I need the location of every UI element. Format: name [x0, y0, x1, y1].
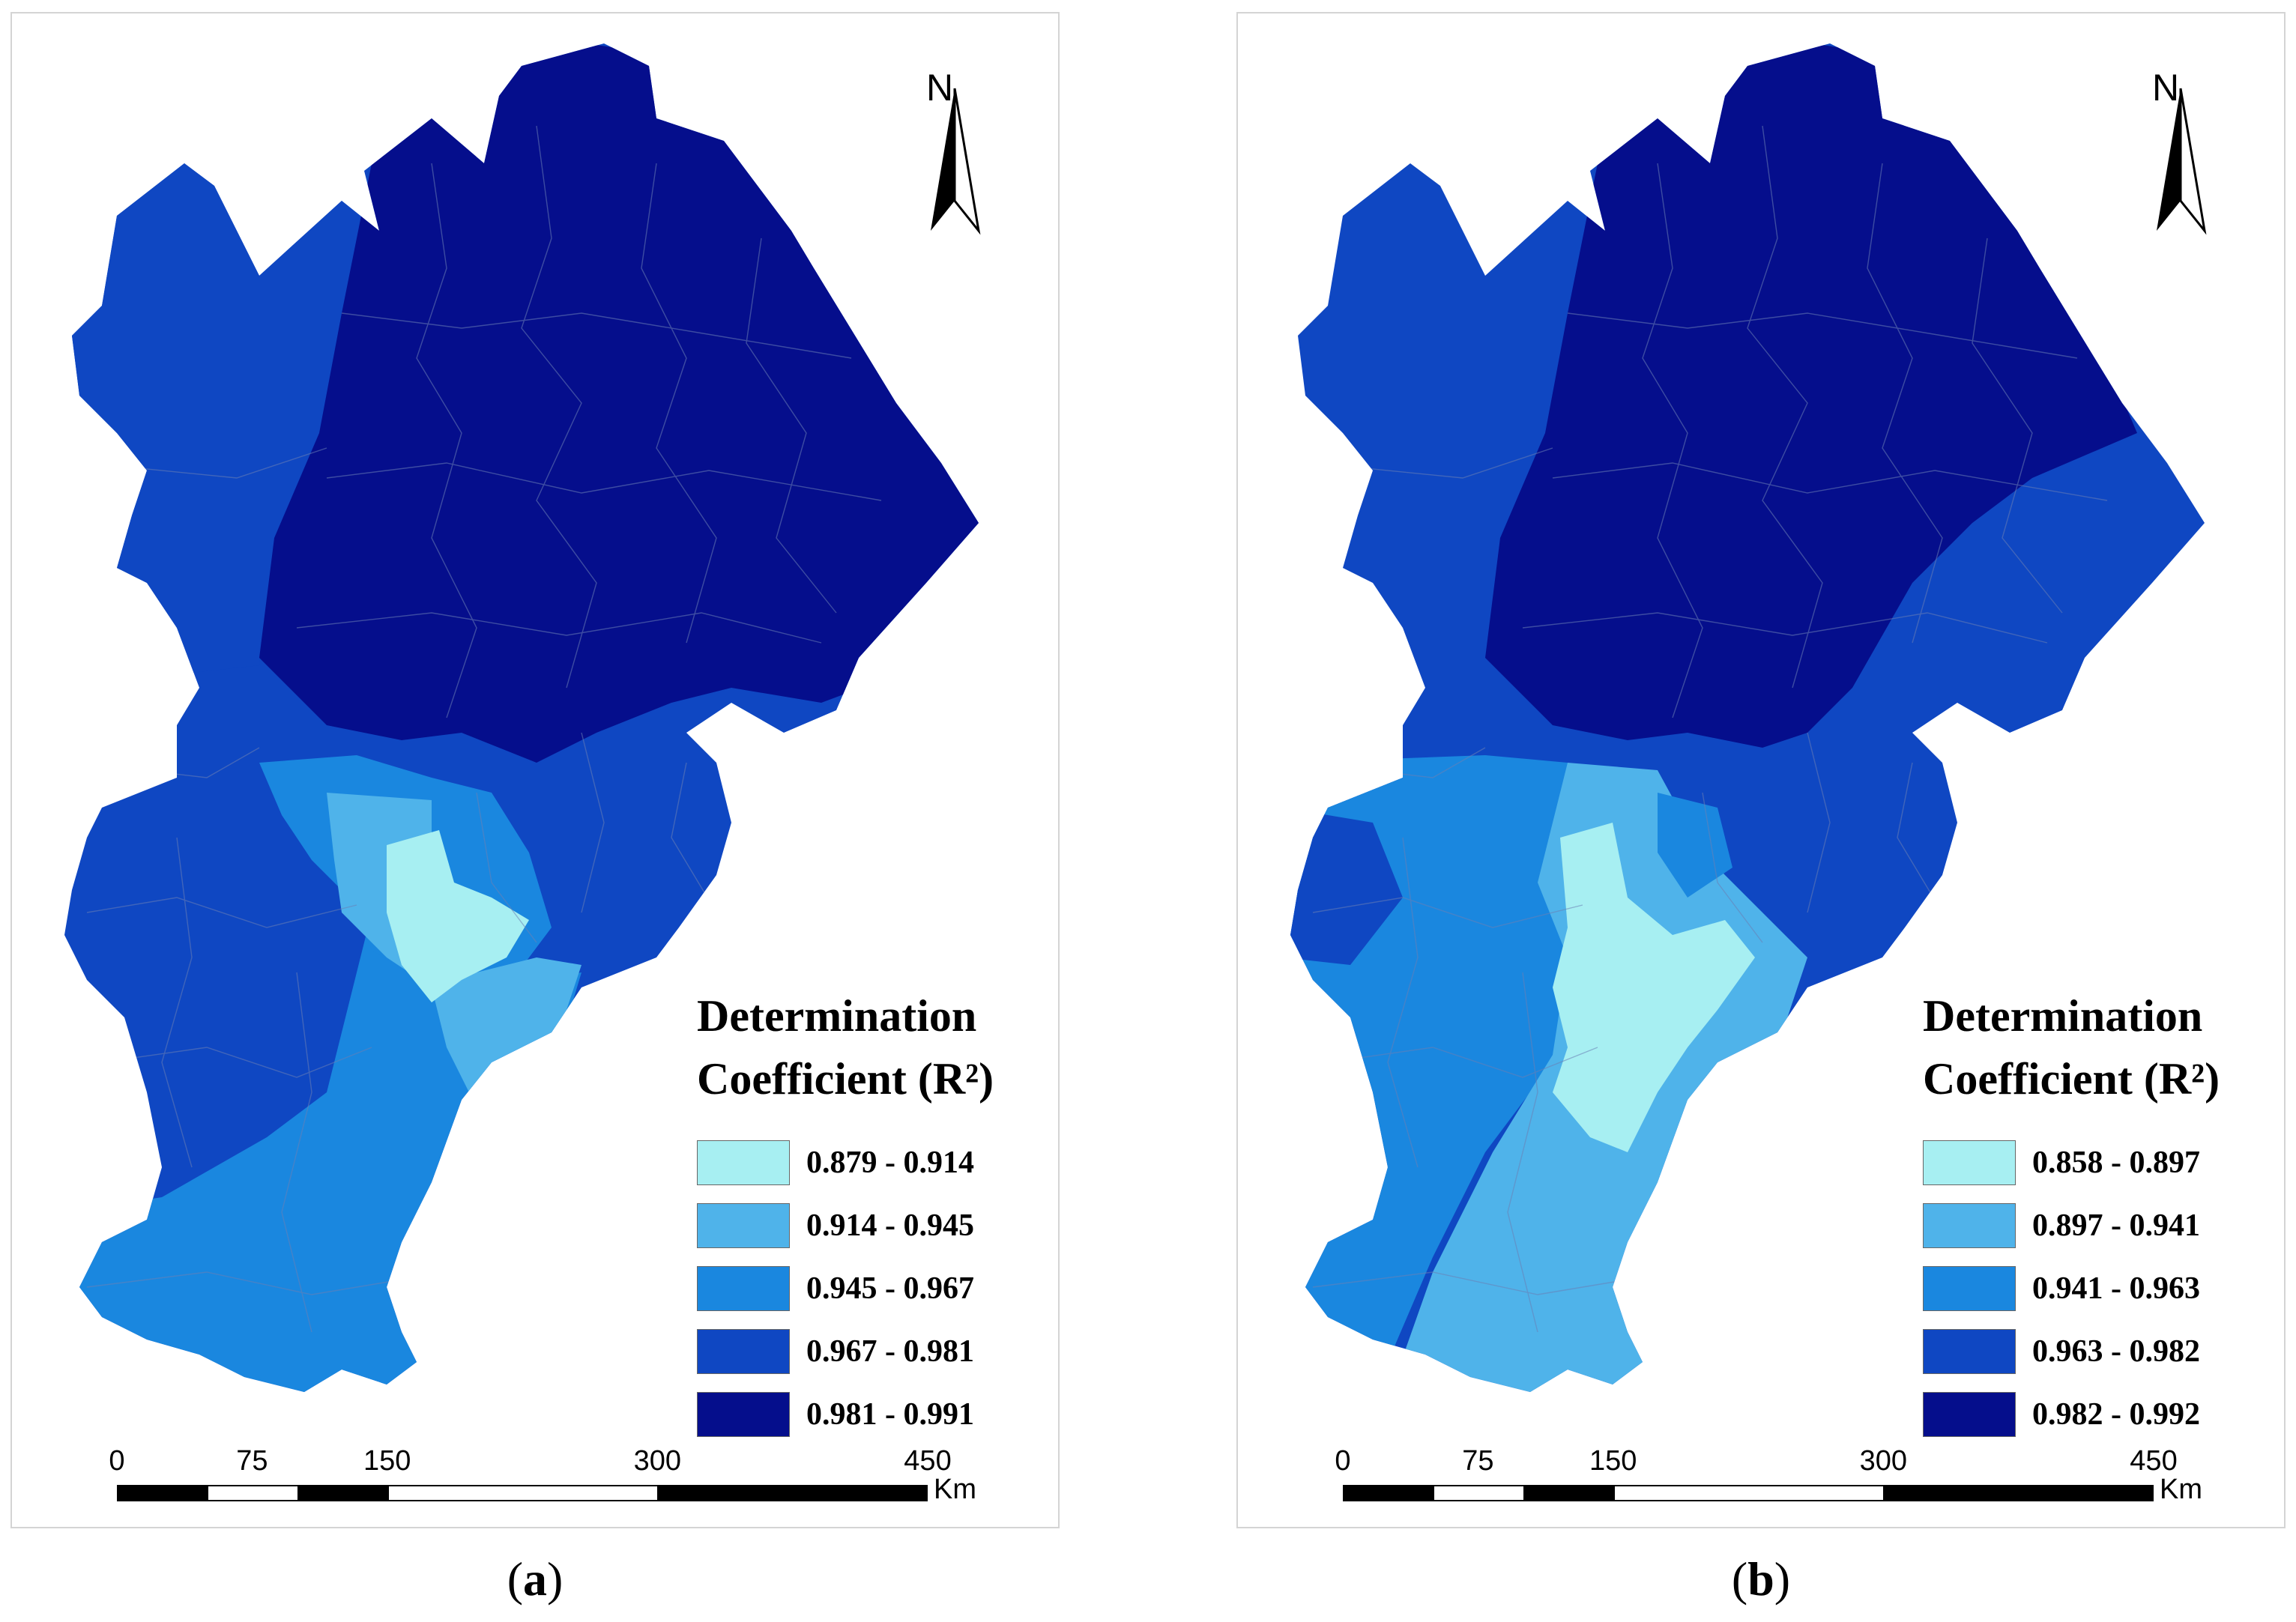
- legend-swatch: [1923, 1392, 2016, 1437]
- scale-tick-label: 150: [1589, 1445, 1637, 1477]
- scale-bar-segment: [118, 1486, 208, 1500]
- map-panel-a: N Determination Coefficient (R²) 0.879 -…: [10, 12, 1060, 1528]
- legend-swatch: [1923, 1140, 2016, 1185]
- region-fill: [1485, 43, 2137, 748]
- scale-bar-segment: [1344, 1486, 1434, 1500]
- scale-bar-segment: [208, 1486, 298, 1500]
- legend-swatch: [697, 1203, 790, 1248]
- scale-unit-label: Km: [934, 1474, 976, 1505]
- scale-tick-label: 300: [1859, 1445, 1908, 1477]
- legend-label: 0.945 - 0.967: [806, 1271, 974, 1306]
- scale-tick-label: 450: [904, 1445, 952, 1477]
- region-fill: [1553, 823, 1755, 1152]
- legend-title-line1: Determination: [697, 991, 977, 1041]
- legend-title-line2: Coefficient (R²): [697, 1054, 994, 1104]
- scale-tick-label: 300: [633, 1445, 682, 1477]
- caption-a: (a): [507, 1552, 564, 1606]
- scale-bar-segment: [657, 1486, 926, 1500]
- north-label: N: [2152, 67, 2180, 109]
- scale-bar-segment: [1883, 1486, 2152, 1500]
- region-fill: [1658, 793, 1732, 898]
- scale-unit-label: Km: [2160, 1474, 2202, 1505]
- scale-bar-segment: [1614, 1486, 1884, 1500]
- scale-bar-segment: [1434, 1486, 1524, 1500]
- legend-title-line2: Coefficient (R²): [1923, 1054, 2220, 1104]
- caption-b: (b): [1731, 1552, 1791, 1606]
- scale-bar-segment: [297, 1486, 389, 1500]
- region-fill: [64, 163, 364, 688]
- legend-swatch: [1923, 1203, 2016, 1248]
- legend-label: 0.981 - 0.991: [806, 1397, 974, 1432]
- legend-swatch: [697, 1140, 790, 1185]
- legend-label: 0.858 - 0.897: [2032, 1146, 2200, 1180]
- legend-label: 0.967 - 0.981: [806, 1334, 974, 1369]
- legend-swatch: [1923, 1266, 2016, 1311]
- scale-tick-label: 450: [2130, 1445, 2178, 1477]
- map-panel-b: N Determination Coefficient (R²) 0.858 -…: [1236, 12, 2286, 1528]
- north-label: N: [926, 67, 954, 109]
- choropleth-map-a: [64, 43, 981, 1392]
- legend-swatch: [697, 1329, 790, 1374]
- legend-label: 0.982 - 0.992: [2032, 1397, 2200, 1432]
- county-boundaries: [79, 125, 882, 1333]
- legend-swatch: [1923, 1329, 2016, 1374]
- legend-label: 0.941 - 0.963: [2032, 1271, 2200, 1306]
- county-boundaries: [1305, 125, 2108, 1333]
- scale-tick-label: 150: [363, 1445, 411, 1477]
- scale-tick-label: 0: [1335, 1445, 1351, 1477]
- scale-tick-label: 0: [109, 1445, 125, 1477]
- north-arrow-icon: [931, 88, 981, 235]
- north-arrow-icon: [2157, 88, 2207, 235]
- scale-bar-segment: [1523, 1486, 1615, 1500]
- choropleth-map-b: [1290, 43, 2207, 1392]
- scale-bar: [117, 1485, 928, 1501]
- scale-bar-segment: [388, 1486, 658, 1500]
- caption-letter: b: [1747, 1552, 1774, 1606]
- legend-label: 0.963 - 0.982: [2032, 1334, 2200, 1369]
- legend-label: 0.879 - 0.914: [806, 1146, 974, 1180]
- scale-tick-label: 75: [236, 1445, 268, 1477]
- region-fill: [259, 43, 979, 763]
- legend-title-line1: Determination: [1923, 991, 2203, 1041]
- scale-bar: [1343, 1485, 2154, 1501]
- legend-label: 0.914 - 0.945: [806, 1208, 974, 1243]
- scale-tick-label: 75: [1462, 1445, 1494, 1477]
- region-fill: [1290, 808, 1403, 965]
- legend-swatch: [697, 1392, 790, 1437]
- legend-label: 0.897 - 0.941: [2032, 1208, 2200, 1243]
- caption-letter: a: [523, 1552, 547, 1606]
- region-fill: [387, 830, 529, 1002]
- legend-swatch: [697, 1266, 790, 1311]
